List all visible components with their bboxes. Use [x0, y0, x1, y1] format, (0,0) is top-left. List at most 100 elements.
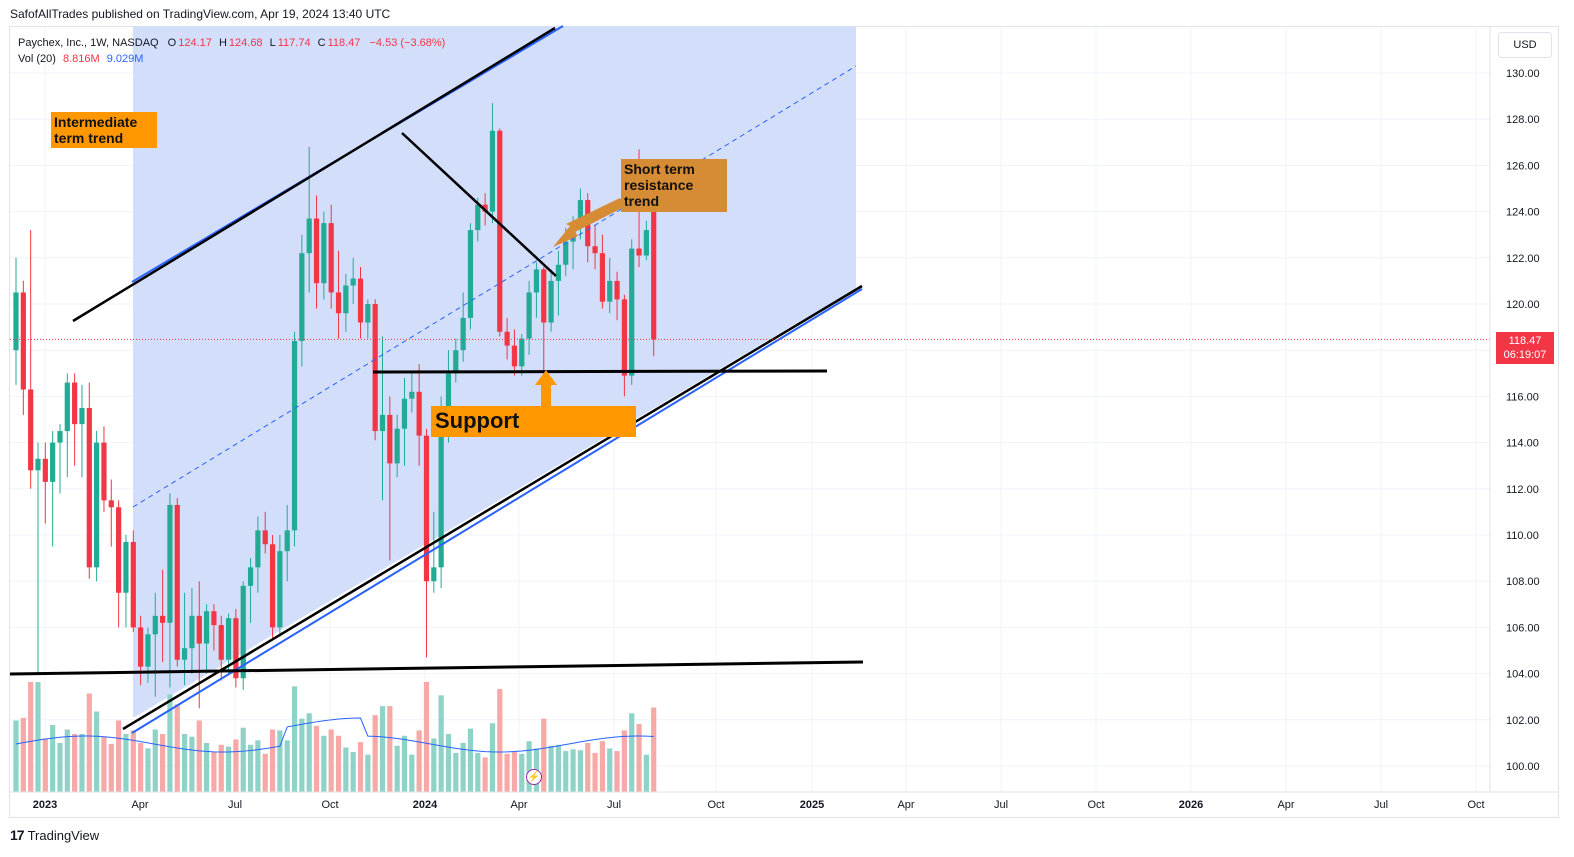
candle-body — [174, 504, 180, 660]
volume-bar — [328, 729, 334, 792]
volume-bar — [357, 742, 364, 792]
volume-bar — [555, 744, 562, 792]
candle-body — [284, 530, 290, 552]
candle-body — [299, 253, 305, 341]
candle-body — [511, 345, 518, 367]
candle-body — [138, 627, 144, 667]
intermediate-trend-note[interactable]: Intermediate term trend — [51, 112, 157, 148]
candle-body — [64, 382, 70, 432]
candle-body — [255, 530, 261, 568]
price-tick-label: 114.00 — [1506, 438, 1539, 450]
volume-bar — [218, 744, 224, 792]
candle-body — [409, 391, 415, 399]
volume-bar — [541, 718, 547, 792]
candle-body — [629, 248, 635, 376]
candle-body — [651, 207, 657, 340]
volume-bar — [379, 706, 386, 792]
volume-bar — [475, 752, 481, 792]
price-tick-label: 100.00 — [1506, 761, 1540, 773]
time-axis: 2023 Apr Jul Oct 2024 Apr Jul Oct 2025 Apr Jul Oct 2… — [10, 791, 1558, 811]
candle-body — [599, 253, 605, 302]
price-tick-label: 120.00 — [1506, 299, 1540, 311]
tradingview-logo-icon: 17 — [10, 827, 25, 843]
candle-body — [357, 278, 364, 323]
close-value: 118.47 — [327, 37, 361, 49]
volume-bar — [240, 727, 246, 792]
volume-bar — [409, 754, 415, 792]
volume-bar — [277, 730, 283, 792]
volume-bar — [94, 711, 100, 792]
volume-ma-value: 9.029M — [106, 53, 144, 65]
volume-label[interactable]: Vol (20) — [18, 53, 56, 65]
candle-body — [519, 338, 525, 367]
volume-bar — [269, 729, 276, 792]
candle-body — [541, 269, 547, 323]
candle-body — [123, 541, 129, 593]
candle-body — [335, 292, 342, 314]
lightning-bolt-icon[interactable]: ⚡ — [526, 769, 542, 785]
candle-body — [431, 567, 437, 582]
time-tick-label: Apr — [1277, 799, 1294, 811]
price-axis: 100.00 102.00 104.00 106.00 108.00 110.00 112.… — [1489, 27, 1540, 792]
resistance-trendline — [401, 132, 557, 277]
volume-bar — [614, 751, 620, 792]
volume-bar — [577, 750, 584, 792]
volume-bar — [35, 682, 41, 792]
volume-bar — [145, 748, 151, 792]
time-tick-label: Apr — [897, 799, 914, 811]
candle-body — [189, 615, 195, 649]
channel-midline — [132, 65, 857, 508]
channel-lower-blue-line — [131, 288, 863, 734]
symbol-legend: Paychex, Inc., 1W, NASDAQ O 124.17 H 124.6… — [18, 35, 445, 67]
symbol-title[interactable]: Paychex, Inc., 1W, NASDAQ — [18, 37, 159, 49]
volume-bar — [50, 725, 56, 792]
tradingview-brand[interactable]: 17 TradingView — [10, 827, 99, 843]
lower-trendline — [122, 284, 863, 731]
support-note[interactable]: Support — [431, 406, 636, 437]
candle-body — [211, 611, 217, 626]
time-tick-label: Oct — [321, 799, 338, 811]
candle-body — [145, 634, 151, 667]
price-tick-label: 130.00 — [1506, 68, 1540, 80]
volume-bar — [13, 720, 19, 792]
volume-bar — [28, 682, 34, 792]
candle-body — [533, 269, 540, 293]
candle-body — [438, 424, 444, 568]
candle-body — [321, 223, 327, 284]
volume-bar — [387, 706, 393, 792]
open-value: 124.17 — [178, 37, 212, 49]
volume-bar — [548, 745, 554, 792]
candle-body — [306, 218, 312, 254]
currency-button[interactable]: USD — [1498, 32, 1552, 58]
candle-body — [475, 204, 481, 231]
volume-bar — [64, 729, 70, 792]
volume-bar — [306, 713, 312, 792]
candle-body — [13, 292, 19, 351]
resistance-trend-note[interactable]: Short term resistance trend — [621, 159, 727, 212]
candle-body — [643, 230, 649, 256]
candle-body — [350, 278, 356, 286]
low-label: L — [269, 37, 276, 49]
volume-bar — [138, 743, 144, 792]
high-label: H — [218, 37, 227, 49]
volume-value: 8.816M — [62, 53, 100, 65]
time-tick-label: 2024 — [413, 799, 438, 811]
price-tick-label: 128.00 — [1506, 114, 1540, 126]
volume-bar — [284, 740, 290, 792]
volume-bar — [585, 743, 591, 792]
volume-bar — [299, 718, 305, 792]
price-tick-label: 112.00 — [1506, 484, 1539, 496]
candle-body — [394, 428, 400, 464]
volume-bar — [401, 735, 408, 792]
candle-body — [453, 350, 459, 374]
change-value: −4.53 (−3.68%) — [369, 37, 446, 49]
candle-body — [416, 391, 422, 436]
candle-body — [621, 299, 627, 376]
candle-body — [233, 618, 239, 679]
volume-bar — [225, 746, 232, 792]
candle-body — [20, 292, 26, 390]
volume-bar — [108, 743, 114, 792]
volume-bar — [262, 753, 268, 792]
volume-bar — [423, 682, 430, 792]
